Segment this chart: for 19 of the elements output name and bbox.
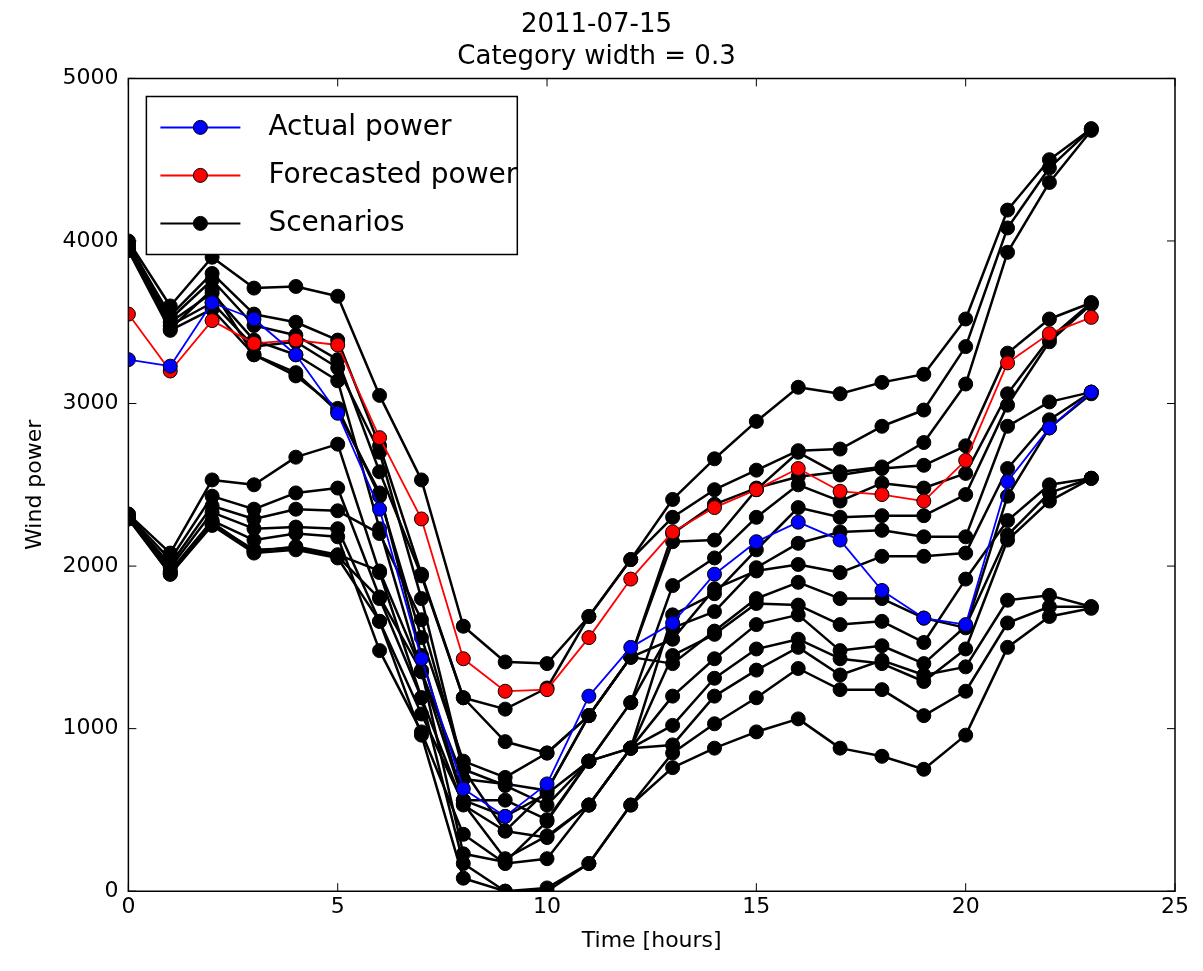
x-tick-label: 0: [121, 893, 136, 919]
x-tick-label: 10: [533, 893, 562, 919]
x-tick-label: 25: [1161, 893, 1189, 919]
y-tick-label: 1000: [62, 714, 119, 740]
x-axis-title: Time [hours]: [580, 926, 722, 952]
y-tick-label: 2000: [62, 551, 119, 577]
legend-label: Forecasted power: [268, 156, 518, 190]
y-tick-label: 3000: [62, 389, 119, 415]
chart-subtitle: Category width = 0.3: [457, 39, 736, 70]
y-tick-label: 5000: [62, 64, 119, 90]
y-tick-label: 4000: [62, 226, 119, 252]
y-axis-title: Wind power: [20, 418, 46, 550]
x-tick-label: 5: [330, 893, 345, 919]
legend-label: Scenarios: [268, 204, 405, 238]
y-tick-label: 0: [104, 876, 119, 902]
chart-title: 2011-07-15: [520, 8, 673, 39]
x-tick-label: 20: [951, 893, 980, 919]
x-tick-label: 15: [742, 893, 771, 919]
legend-label: Actual power: [268, 108, 453, 142]
